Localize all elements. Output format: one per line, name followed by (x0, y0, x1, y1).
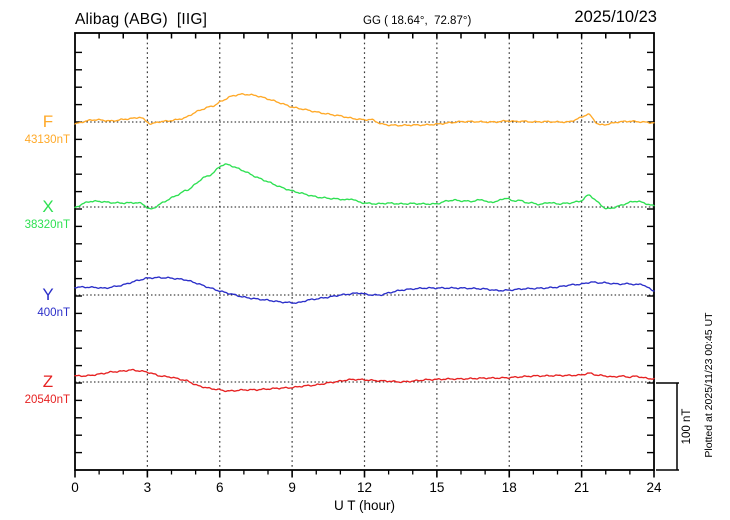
x-tick-label: 12 (357, 480, 372, 495)
trace-Z (74, 368, 655, 393)
x-tick-label: 0 (71, 480, 79, 495)
channel-baseline-value-Y: 400nT (37, 307, 70, 319)
plot-footnote: Plotted at 2025/11/23 00:45 UT (703, 312, 715, 458)
scale-bar-label: 100 nT (681, 409, 693, 445)
x-tick-label: 15 (429, 480, 444, 495)
channel-letter-Y: Y (42, 285, 53, 304)
channel-letter-F: F (43, 112, 53, 131)
geographic-coordinates: GG ( 18.64°, 72.87°) (363, 15, 472, 27)
x-axis-label: U T (hour) (334, 498, 395, 513)
station-title: Alibag (ABG) [IIG] (75, 11, 208, 28)
trace-Y (74, 276, 655, 304)
x-tick-label: 6 (216, 480, 224, 495)
x-tick-label: 9 (288, 480, 296, 495)
trace-X (74, 163, 655, 210)
channel-letter-X: X (42, 197, 53, 216)
plot-date: 2025/10/23 (574, 8, 657, 26)
channel-baseline-value-Z: 20540nT (25, 394, 70, 406)
x-tick-label: 18 (502, 480, 517, 495)
channel-letter-Z: Z (43, 372, 53, 391)
x-tick-label: 21 (574, 480, 589, 495)
channel-baseline-value-X: 38320nT (25, 219, 70, 231)
x-tick-label: 3 (144, 480, 152, 495)
plot-frame (74, 32, 655, 471)
channel-baseline-value-F: 43130nT (25, 134, 70, 146)
x-tick-label: 24 (646, 480, 662, 495)
trace-F (74, 93, 655, 127)
